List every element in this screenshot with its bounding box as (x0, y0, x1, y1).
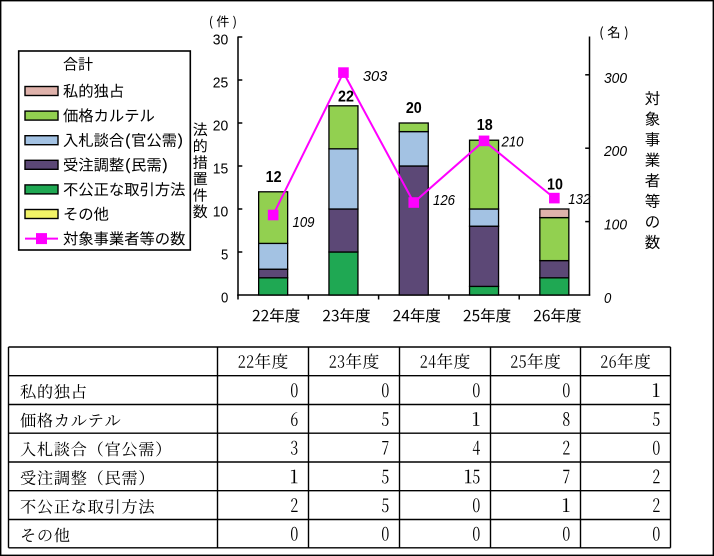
svg-text:18: 18 (477, 117, 493, 134)
svg-text:20: 20 (406, 100, 422, 117)
svg-text:132: 132 (568, 192, 591, 208)
svg-text:303: 303 (363, 69, 388, 85)
svg-text:0: 0 (221, 291, 228, 307)
svg-text:210: 210 (501, 134, 525, 150)
svg-text:25: 25 (213, 76, 229, 92)
svg-text:20: 20 (213, 119, 229, 135)
svg-text:10: 10 (213, 205, 229, 221)
svg-text:22: 22 (338, 88, 354, 105)
svg-text:5: 5 (221, 248, 228, 264)
svg-text:109: 109 (293, 215, 315, 231)
svg-text:126: 126 (433, 193, 456, 209)
svg-text:12: 12 (266, 169, 282, 186)
svg-text:30: 30 (213, 33, 229, 49)
svg-text:100: 100 (604, 218, 627, 234)
svg-text:10: 10 (547, 177, 563, 194)
svg-text:300: 300 (604, 71, 627, 87)
svg-text:200: 200 (603, 144, 627, 160)
svg-text:0: 0 (604, 291, 611, 307)
svg-text:15: 15 (213, 162, 229, 178)
